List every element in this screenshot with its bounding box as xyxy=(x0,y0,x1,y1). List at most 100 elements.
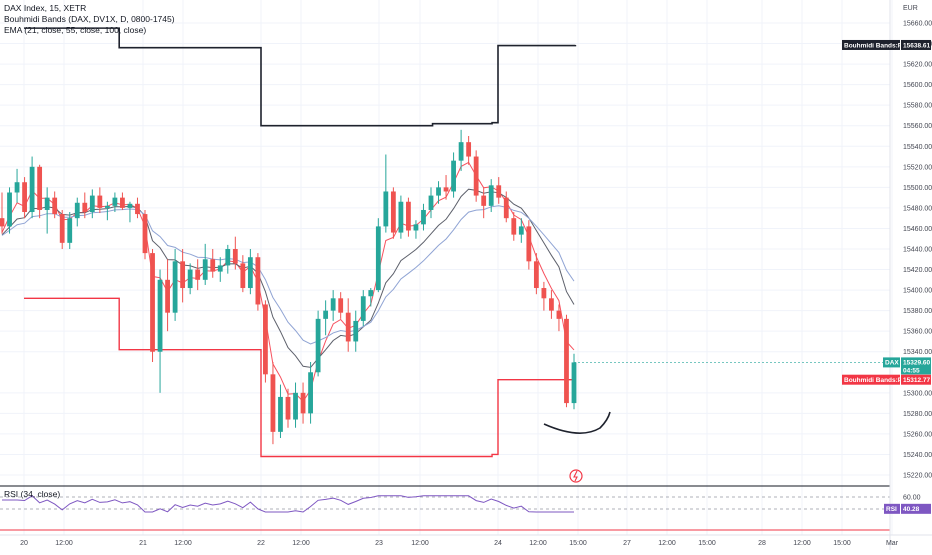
candle-body xyxy=(150,253,155,352)
candle-body xyxy=(7,192,12,227)
alert-icon[interactable] xyxy=(569,469,583,483)
candle-body xyxy=(97,195,103,208)
indicator-legend-ema[interactable]: EMA (21, close, 55, close, 100, close) xyxy=(4,25,146,35)
candle-body xyxy=(210,259,216,272)
candle-body xyxy=(285,396,291,420)
candle-body xyxy=(112,197,118,206)
candle-body xyxy=(165,279,170,313)
last-price-countdown: 04:55 xyxy=(903,367,920,374)
price-tick-label: 15600.00 xyxy=(903,82,932,89)
rsi-tag-symbol-bg xyxy=(884,503,900,514)
time-tick-label: 22 xyxy=(257,540,265,547)
lower-band-line xyxy=(24,297,576,458)
time-tick-label: 12:00 xyxy=(529,540,547,547)
candle-body xyxy=(541,288,547,299)
candle-body xyxy=(368,290,374,297)
time-tick-label: 12:00 xyxy=(411,540,429,547)
price-tick-label: 15520.00 xyxy=(903,164,932,171)
time-tick-label: 12:00 xyxy=(292,540,310,547)
candle-body xyxy=(481,195,487,206)
last-price-symbol-bg xyxy=(883,357,900,368)
candle-body xyxy=(556,310,562,319)
chart-title[interactable]: DAX Index, 15, XETR xyxy=(4,3,86,13)
price-tick-label: 15660.00 xyxy=(903,21,932,28)
candle-body xyxy=(406,201,411,231)
candle-body xyxy=(308,372,313,414)
price-tick-label: 15560.00 xyxy=(903,123,932,130)
rsi-line xyxy=(2,495,574,513)
ema-21-line xyxy=(1,161,575,403)
time-tick-label: 28 xyxy=(758,540,766,547)
candle-body xyxy=(270,374,276,432)
time-tick-label: 12:00 xyxy=(55,540,73,547)
candle-body xyxy=(195,269,201,280)
candle-body xyxy=(135,203,140,215)
ema-lines xyxy=(1,161,575,403)
price-tick-label: 15620.00 xyxy=(903,62,932,69)
price-tick-label: 15260.00 xyxy=(903,431,932,438)
ema-55-line xyxy=(1,188,575,368)
last-price-bg xyxy=(901,357,931,375)
candle-body xyxy=(413,224,419,231)
time-tick-label: 15:00 xyxy=(698,540,716,547)
indicator-legend-bands[interactable]: Bouhmidi Bands (DAX, DV1X, D, 0800-1745) xyxy=(4,14,175,24)
candle-body xyxy=(518,226,524,235)
candle-body xyxy=(74,202,80,219)
candle-body xyxy=(375,226,381,291)
time-tick-label: 21 xyxy=(139,540,147,547)
upper-band-line xyxy=(24,27,577,127)
price-tick-label: 15480.00 xyxy=(903,205,932,212)
candle-body xyxy=(458,142,464,161)
last-price-value: 15329.60 xyxy=(903,360,930,367)
candle-body xyxy=(0,218,5,227)
candle-body xyxy=(22,182,27,213)
upper-band-tag-left xyxy=(842,39,900,50)
rsi-legend[interactable]: RSI (34, close) xyxy=(4,489,60,499)
price-tick-label: 15240.00 xyxy=(903,452,932,459)
candle-body xyxy=(571,362,577,404)
grid xyxy=(0,0,893,535)
rsi-tag-symbol: RSI xyxy=(886,506,897,513)
candle-body xyxy=(187,269,193,289)
price-tick-label: 15340.00 xyxy=(903,349,932,356)
price-tick-label: 15380.00 xyxy=(903,308,932,315)
time-axis[interactable]: 20 12:00 21 12:00 22 12:00 23 12:00 24 12:00 15:00… xyxy=(20,540,899,547)
time-tick-label: 24 xyxy=(494,540,502,547)
candle-body xyxy=(533,261,539,289)
candle-body xyxy=(390,191,396,233)
candle-body xyxy=(323,310,329,319)
candle-body xyxy=(443,187,449,192)
candle-body xyxy=(44,197,50,210)
candle-body xyxy=(293,392,298,420)
hand-drawn-curve xyxy=(543,411,611,434)
candle-body xyxy=(217,265,223,272)
candle-body xyxy=(353,320,359,342)
candle-body xyxy=(67,218,73,243)
price-tick-label: 15280.00 xyxy=(903,411,932,418)
price-axis[interactable]: 15660.0015640.0015620.0015600.0015580.00… xyxy=(903,21,932,514)
candle-body xyxy=(488,185,494,206)
candle-body xyxy=(172,261,178,313)
candle-body xyxy=(330,298,336,311)
upper-band-tag-value-bg xyxy=(901,39,931,50)
candle-body xyxy=(14,182,20,193)
candle-body xyxy=(247,257,253,289)
candle-body xyxy=(496,185,502,198)
candle-body xyxy=(232,249,238,264)
currency-label: EUR xyxy=(903,5,918,12)
lower-band-tag-value: 15312.77 xyxy=(903,377,930,384)
candle-body xyxy=(240,263,246,289)
candle-body xyxy=(120,197,125,208)
candle-body xyxy=(263,304,268,375)
upper-band-tag-name: Bouhmidi Bands:Plot xyxy=(844,42,911,49)
candle-body xyxy=(564,318,569,404)
price-tick-label: 15360.00 xyxy=(903,329,932,336)
candle-body xyxy=(398,201,404,233)
price-tick-label: 15220.00 xyxy=(903,473,932,480)
bands xyxy=(24,27,577,458)
lower-band-tag-left xyxy=(842,374,900,385)
candle-body xyxy=(451,160,456,192)
